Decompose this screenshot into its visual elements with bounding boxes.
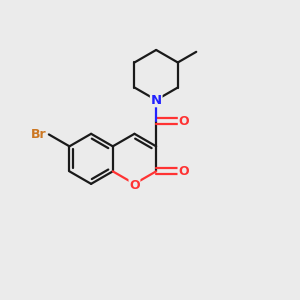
Text: N: N <box>151 94 162 106</box>
Text: O: O <box>178 115 189 128</box>
Text: O: O <box>178 165 189 178</box>
Text: Br: Br <box>31 128 46 141</box>
Text: N: N <box>151 94 162 106</box>
Text: O: O <box>129 179 140 192</box>
